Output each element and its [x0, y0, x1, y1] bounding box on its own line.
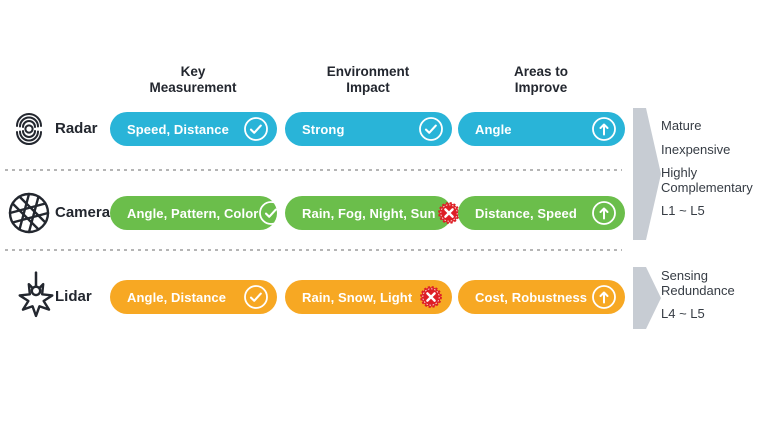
row-label-lidar: Lidar	[55, 288, 92, 305]
check-circle-icon	[419, 117, 443, 141]
row-label-radar: Radar	[55, 120, 98, 137]
note: Highly Complementary	[661, 165, 753, 195]
column-header-environment-impact: Environment Impact	[326, 64, 410, 96]
up-arrow-circle-icon	[592, 201, 616, 225]
radar-icon	[16, 113, 42, 145]
pill-text: Distance, Speed	[475, 205, 577, 221]
up-arrow-circle-icon	[592, 117, 616, 141]
pill-camera-environment-impact: Rain, Fog, Night, Sun	[285, 196, 460, 230]
column-header-key-measurement: Key Measurement	[149, 64, 237, 96]
side-bracket-arrow-bottom	[633, 267, 661, 329]
pill-radar-areas-to-improve: Angle	[458, 112, 625, 146]
pill-text: Angle, Distance	[127, 289, 227, 305]
pill-text: Strong	[302, 121, 345, 137]
pill-camera-key-measurement: Angle, Pattern, Color	[110, 196, 284, 230]
pill-text: Speed, Distance	[127, 121, 229, 137]
up-arrow-circle-icon	[592, 285, 616, 309]
row-label-camera: Camera	[55, 204, 111, 221]
pill-lidar-key-measurement: Angle, Distance	[110, 280, 277, 314]
side-bracket-arrow-top	[633, 108, 661, 240]
pill-text: Cost, Robustness	[475, 289, 588, 305]
pill-text: Angle	[475, 121, 512, 137]
check-circle-icon	[259, 201, 284, 225]
row-divider	[5, 249, 622, 251]
check-circle-icon	[244, 117, 268, 141]
note: Mature	[661, 118, 702, 133]
x-badge-icon	[420, 286, 442, 308]
pill-text: Rain, Snow, Light	[302, 289, 413, 305]
level-range: L1 ~ L5	[661, 203, 705, 219]
side-notes-radar-camera: Mature Inexpensive Highly Complementary …	[661, 118, 768, 219]
lidar-icon	[18, 271, 54, 318]
note: Inexpensive	[661, 141, 731, 157]
pill-text: Rain, Fog, Night, Sun	[302, 205, 436, 221]
pill-radar-key-measurement: Speed, Distance	[110, 112, 277, 146]
note: Sensing Redundance	[661, 268, 735, 298]
side-notes-lidar: Sensing Redundance L4 ~ L5	[661, 268, 768, 322]
check-circle-icon	[244, 285, 268, 309]
row-divider	[5, 169, 622, 171]
camera-aperture-icon	[8, 192, 50, 234]
column-header-areas-to-improve: Areas to Improve	[513, 64, 569, 96]
pill-lidar-areas-to-improve: Cost, Robustness	[458, 280, 625, 314]
pill-text: Angle, Pattern, Color	[127, 205, 259, 221]
pill-lidar-environment-impact: Rain, Snow, Light	[285, 280, 452, 314]
level-range: L4 ~ L5	[661, 306, 705, 322]
pill-camera-areas-to-improve: Distance, Speed	[458, 196, 625, 230]
pill-radar-environment-impact: Strong	[285, 112, 452, 146]
